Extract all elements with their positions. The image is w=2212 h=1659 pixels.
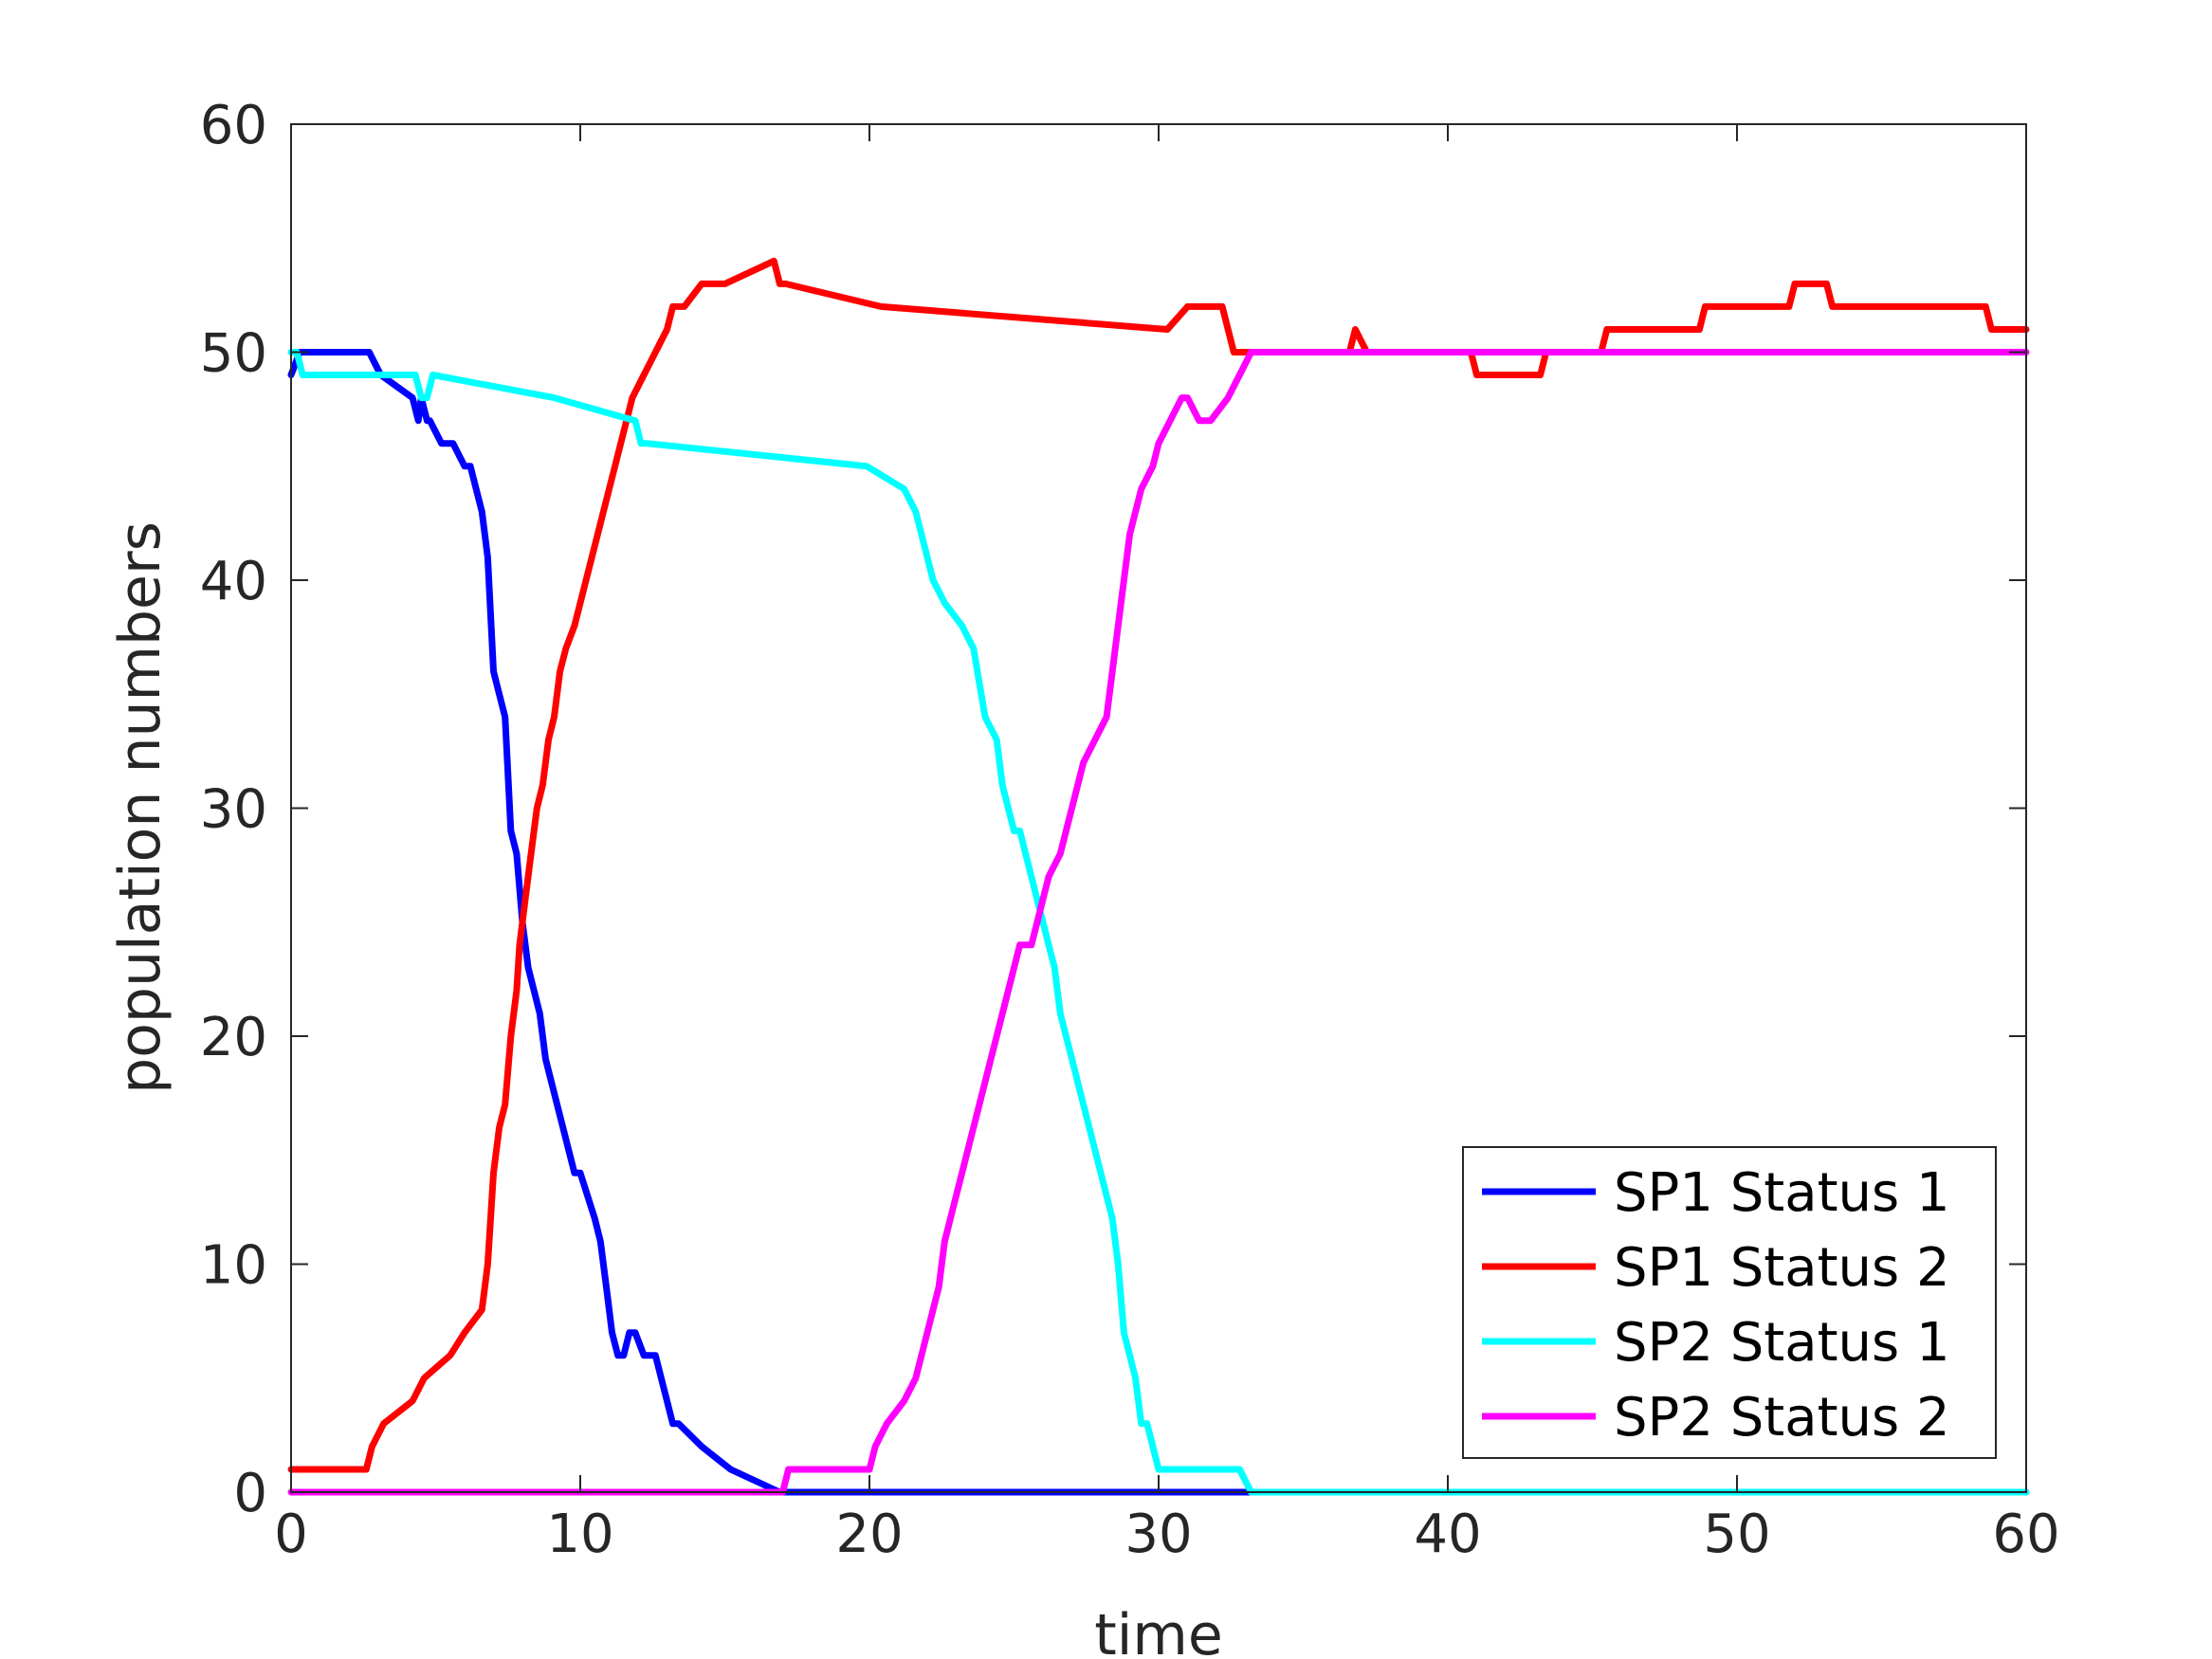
x-tick-label: 0 <box>274 1504 308 1565</box>
legend-box <box>1462 1146 1997 1459</box>
series-line-sp1-status-2 <box>287 257 2030 1473</box>
legend-label-sp1-status-1: SP1 Status 1 <box>1614 1162 1950 1224</box>
series-line-sp2-status-1 <box>287 349 2030 1496</box>
x-tick-label: 10 <box>546 1504 613 1565</box>
y-axis-title: population numbers <box>107 521 174 1094</box>
x-tick-label: 60 <box>1992 1504 2059 1565</box>
y-tick-label: 40 <box>200 551 267 612</box>
y-tick-label: 20 <box>200 1007 267 1068</box>
series-line-sp1-status-1 <box>287 349 2030 1496</box>
x-axis-title: time <box>1094 1602 1223 1659</box>
series-line-sp2-status-2 <box>287 349 2030 1496</box>
legend-label-sp2-status-1: SP2 Status 1 <box>1614 1312 1950 1374</box>
y-tick-label: 10 <box>200 1235 267 1297</box>
x-tick-label: 30 <box>1124 1504 1192 1565</box>
x-tick-label: 40 <box>1414 1504 1481 1565</box>
legend-label-sp1-status-2: SP1 Status 2 <box>1614 1237 1950 1299</box>
y-tick-label: 0 <box>233 1463 267 1524</box>
y-tick-label: 50 <box>200 323 267 385</box>
legend-label-sp2-status-2: SP2 Status 2 <box>1614 1387 1950 1449</box>
x-tick-label: 20 <box>835 1504 903 1565</box>
x-tick-label: 50 <box>1703 1504 1770 1565</box>
series-layer <box>287 257 2030 1496</box>
ticks-layer: 0 10 20 30 40 50 60 0 10 20 30 40 50 60 <box>200 95 2060 1565</box>
y-tick-label: 30 <box>200 779 267 841</box>
legend: SP1 Status 1 SP1 Status 2 SP2 Status 1 S… <box>1462 1146 1997 1459</box>
y-tick-label: 60 <box>200 95 267 156</box>
